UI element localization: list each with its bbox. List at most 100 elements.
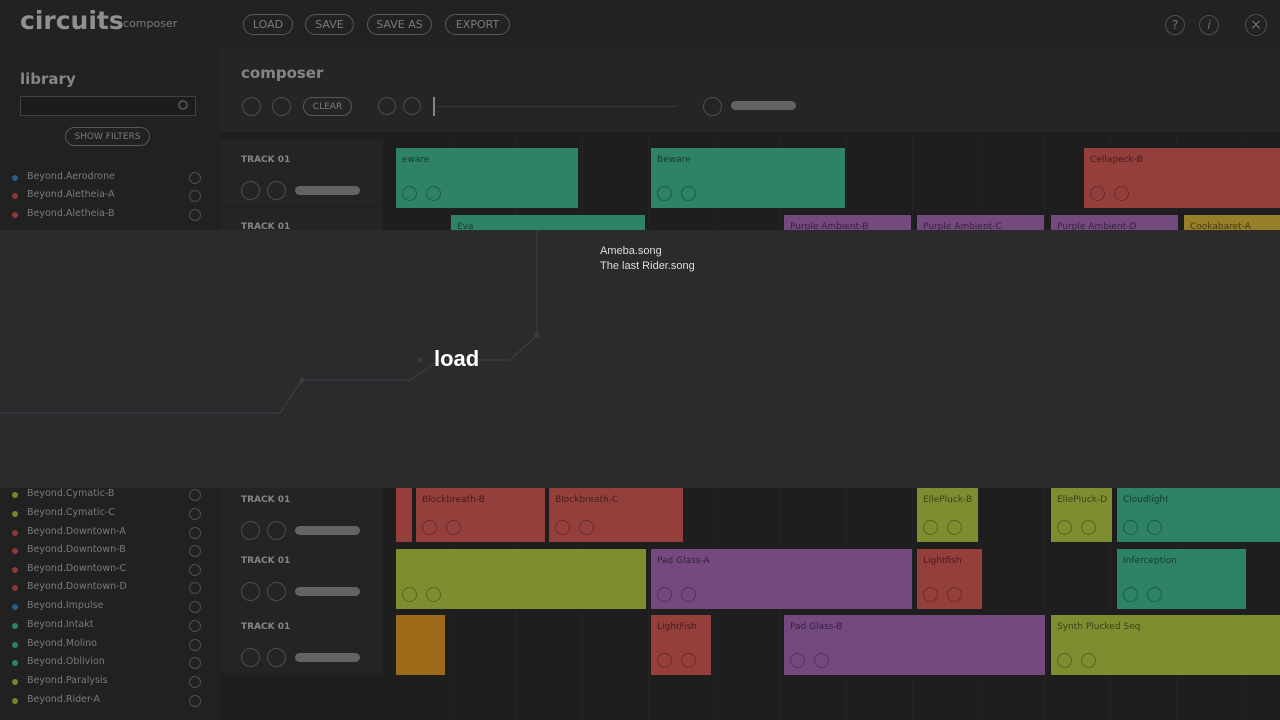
library-play[interactable] [189, 582, 201, 594]
clip-play[interactable] [657, 653, 672, 668]
library-play[interactable] [189, 527, 201, 539]
library-item[interactable]: Beyond.Downtown-B [27, 544, 126, 555]
play-button[interactable] [403, 97, 421, 115]
clear-button[interactable]: CLEAR [303, 97, 352, 116]
clip-play[interactable] [1123, 587, 1138, 602]
clip-play[interactable] [657, 587, 672, 602]
library-item[interactable]: Beyond.Molino [27, 638, 97, 649]
clip[interactable]: Lightfish [917, 549, 982, 609]
track-mute[interactable] [267, 521, 286, 540]
clip[interactable]: Beware [651, 148, 845, 208]
clip-play[interactable] [923, 587, 938, 602]
undo-button[interactable] [242, 97, 261, 116]
library-play[interactable] [189, 676, 201, 688]
clip-play[interactable] [790, 653, 805, 668]
volume-slider[interactable] [731, 101, 796, 110]
library-item[interactable]: Beyond.Rider-A [27, 694, 100, 705]
clip-mute[interactable] [681, 186, 696, 201]
library-item[interactable]: Beyond.Downtown-A [27, 526, 126, 537]
clip-mute[interactable] [1081, 653, 1096, 668]
track-mute[interactable] [267, 648, 286, 667]
clip-mute[interactable] [1114, 186, 1129, 201]
clip-mute[interactable] [681, 653, 696, 668]
track-volume[interactable] [295, 186, 360, 195]
clip-mute[interactable] [814, 653, 829, 668]
rewind-button[interactable] [378, 97, 396, 115]
library-play[interactable] [189, 601, 201, 613]
library-item[interactable]: Beyond.Paralysis [27, 675, 108, 686]
clip-mute[interactable] [1081, 520, 1096, 535]
header-button[interactable]: SAVE [305, 14, 354, 35]
library-item[interactable]: Beyond.Cymatic-B [27, 488, 115, 499]
library-item[interactable]: Beyond.Downtown-D [27, 581, 127, 592]
track-volume[interactable] [295, 653, 360, 662]
library-play[interactable] [189, 564, 201, 576]
volume-icon[interactable] [703, 97, 722, 116]
library-item[interactable]: Beyond.Oblivion [27, 656, 105, 667]
clip[interactable]: Pad Glass-B [784, 615, 1045, 675]
clip-mute[interactable] [681, 587, 696, 602]
library-play[interactable] [189, 695, 201, 707]
track-volume[interactable] [295, 587, 360, 596]
clip[interactable]: Inferception [1117, 549, 1246, 609]
clip[interactable]: eware [396, 148, 578, 208]
clip[interactable]: Blockbreath-C [549, 488, 683, 542]
clip[interactable]: Cloudlight [1117, 488, 1280, 542]
clip-mute[interactable] [446, 520, 461, 535]
track-mute[interactable] [267, 181, 286, 200]
file-item[interactable]: Ameba.song [600, 245, 662, 257]
clip-play[interactable] [402, 587, 417, 602]
library-item[interactable]: Beyond.Aletheia-B [27, 208, 115, 219]
clip[interactable]: Pad Glass-A [651, 549, 912, 609]
clip-play[interactable] [402, 186, 417, 201]
library-item[interactable]: Beyond.Cymatic-C [27, 507, 115, 518]
track-volume[interactable] [295, 526, 360, 535]
clip[interactable] [396, 615, 445, 675]
clip-mute[interactable] [426, 587, 441, 602]
clip[interactable]: Cellapeck-B [1084, 148, 1280, 208]
header-button[interactable]: EXPORT [445, 14, 510, 35]
library-play[interactable] [189, 545, 201, 557]
search-box[interactable] [20, 96, 196, 116]
track-play[interactable] [241, 521, 260, 540]
clip-play[interactable] [422, 520, 437, 535]
clip[interactable]: EllePluck-D [1051, 488, 1112, 542]
library-item[interactable]: Beyond.Downtown-C [27, 563, 127, 574]
clip-play[interactable] [555, 520, 570, 535]
clip-mute[interactable] [579, 520, 594, 535]
info-icon[interactable]: i [1199, 15, 1219, 35]
track-play[interactable] [241, 648, 260, 667]
clip-play[interactable] [923, 520, 938, 535]
library-item[interactable]: Beyond.Aletheia-A [27, 189, 115, 200]
clip[interactable]: Blockbreath-B [416, 488, 545, 542]
library-play[interactable] [189, 620, 201, 632]
clip-play[interactable] [1057, 653, 1072, 668]
header-button[interactable]: LOAD [243, 14, 293, 35]
track-play[interactable] [241, 181, 260, 200]
header-button[interactable]: SAVE AS [367, 14, 432, 35]
library-item[interactable]: Beyond.Impulse [27, 600, 104, 611]
clip-play[interactable] [657, 186, 672, 201]
file-item[interactable]: The last Rider.song [600, 260, 695, 272]
clip-mute[interactable] [1147, 587, 1162, 602]
clip-mute[interactable] [947, 587, 962, 602]
clip-mute[interactable] [426, 186, 441, 201]
track-mute[interactable] [267, 582, 286, 601]
clip-mute[interactable] [947, 520, 962, 535]
clip-mute[interactable] [1147, 520, 1162, 535]
library-item[interactable]: Beyond.Intakt [27, 619, 94, 630]
clip[interactable] [396, 488, 412, 542]
track-play[interactable] [241, 582, 260, 601]
library-play[interactable] [189, 657, 201, 669]
show-filters-button[interactable]: SHOW FILTERS [65, 127, 150, 146]
clip-play[interactable] [1057, 520, 1072, 535]
redo-button[interactable] [272, 97, 291, 116]
close-icon[interactable]: × [1245, 14, 1267, 36]
library-play[interactable] [189, 639, 201, 651]
help-icon[interactable]: ? [1165, 15, 1185, 35]
clip-play[interactable] [1090, 186, 1105, 201]
library-play[interactable] [189, 209, 201, 221]
clip-play[interactable] [1123, 520, 1138, 535]
library-play[interactable] [189, 489, 201, 501]
clip[interactable]: LightFish [651, 615, 711, 675]
